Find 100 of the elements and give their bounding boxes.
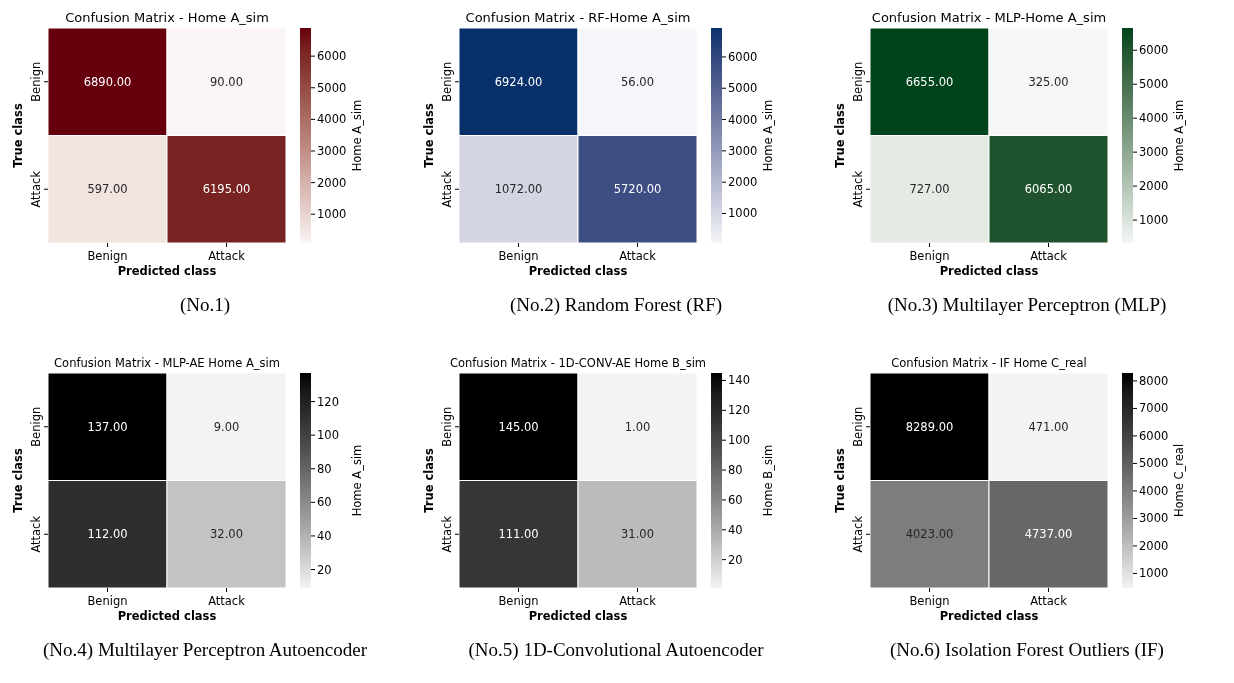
y-axis-title: True class <box>833 448 847 513</box>
chart-title: Confusion Matrix - RF-Home A_sim <box>465 10 691 25</box>
color-bar-title: Home B_sim <box>761 444 775 517</box>
x-tick-label: Attack <box>208 594 246 608</box>
x-tick-label: Benign <box>498 249 539 263</box>
color-bar-label: 3000 <box>1139 145 1169 160</box>
x-tick-label: Attack <box>1030 249 1068 263</box>
data-label: 111.00 <box>498 527 539 542</box>
x-axis-title: Predicted class <box>528 609 628 623</box>
data-label: 56.00 <box>621 74 654 89</box>
color-bar-label: 4000 <box>317 112 347 127</box>
text: (No.2) Random Forest (RF) <box>509 294 723 316</box>
color-bar-title: Home A_sim <box>761 99 775 172</box>
color-bar-label: 20 <box>728 552 743 567</box>
color-bar-label: 1000 <box>1139 213 1169 228</box>
x-tick-label: Benign <box>87 594 128 608</box>
data-label: 6655.00 <box>905 74 954 89</box>
x-tick-label: Attack <box>208 249 246 263</box>
x-axis-title: Predicted class <box>528 264 628 278</box>
y-tick-label: Benign <box>851 406 865 447</box>
color-bar-label: 5000 <box>1139 77 1169 92</box>
chart-title: Confusion Matrix - Home A_sim <box>65 10 269 25</box>
color-bar-title: Home A_sim <box>1172 99 1186 172</box>
chart-title: Confusion Matrix - IF Home C_real <box>891 356 1087 370</box>
x-tick-label: Benign <box>909 249 950 263</box>
color-bar-label: 120 <box>317 394 339 409</box>
color-bar-label: 80 <box>317 461 332 476</box>
color-bar-label: 2000 <box>1139 538 1169 553</box>
color-bar-label: 3000 <box>317 144 347 159</box>
color-bar-label: 6000 <box>317 49 347 64</box>
data-label: 9.00 <box>213 419 240 434</box>
color-bar-label: 100 <box>317 428 339 443</box>
color-bar-label: 6000 <box>1139 428 1169 443</box>
color-bar-label: 8000 <box>1139 373 1169 388</box>
color-bar-label: 20 <box>317 562 332 577</box>
color-bar-label: 5000 <box>1139 456 1169 471</box>
x-axis-title: Predicted class <box>117 264 217 278</box>
color-bar-label: 4000 <box>728 112 758 127</box>
color-bar-label: 2000 <box>728 175 758 190</box>
color-bar-label: 2000 <box>1139 179 1169 194</box>
y-tick-label: Benign <box>851 61 865 102</box>
y-axis-title: True class <box>11 103 25 168</box>
data-label: 5720.00 <box>613 182 662 197</box>
color-bar-label: 40 <box>728 522 743 537</box>
data-label: 4737.00 <box>1024 527 1073 542</box>
color-bar-title: Home A_sim <box>350 99 364 172</box>
y-axis-title: True class <box>11 448 25 513</box>
color-bar-label: 6000 <box>1139 43 1169 58</box>
y-axis-title: True class <box>422 448 436 513</box>
y-tick-label: Benign <box>29 61 43 102</box>
data-label: 727.00 <box>909 182 950 197</box>
text: (No.4) Multilayer Perceptron Autoencoder <box>43 639 368 661</box>
y-tick-label: Attack <box>851 515 865 553</box>
y-axis-title: True class <box>833 103 847 168</box>
data-label: 471.00 <box>1028 419 1069 434</box>
color-bar-label: 1000 <box>728 206 758 221</box>
color-bar-title: Home C_real <box>1172 443 1186 518</box>
text: (No.5) 1D-Convolutional Autoencoder <box>468 639 765 661</box>
text: (No.6) Isolation Forest Outliers (IF) <box>890 639 1164 661</box>
color-bar-label: 100 <box>728 433 750 448</box>
data-label: 137.00 <box>87 419 128 434</box>
y-tick-label: Benign <box>440 61 454 102</box>
color-bar-label: 4000 <box>1139 111 1169 126</box>
x-tick-label: Benign <box>498 594 539 608</box>
color-bar-label: 60 <box>728 492 743 507</box>
data-label: 597.00 <box>87 182 128 197</box>
color-bar-title: Home A_sim <box>350 444 364 517</box>
color-bar-label: 1000 <box>317 207 347 222</box>
text: (No.3) Multilayer Perceptron (MLP) <box>887 294 1167 316</box>
data-label: 6890.00 <box>83 74 132 89</box>
text: (No.1) <box>179 294 231 316</box>
color-bar-label: 4000 <box>1139 483 1169 498</box>
color-bar-label: 6000 <box>728 49 758 64</box>
color-bar-label: 1000 <box>1139 566 1169 581</box>
data-label: 4023.00 <box>905 527 954 542</box>
chart-title: Confusion Matrix - MLP-AE Home A_sim <box>54 356 280 370</box>
chart-title: Confusion Matrix - 1D-CONV-AE Home B_sim <box>449 356 707 370</box>
data-label: 6195.00 <box>202 182 251 197</box>
x-axis-title: Predicted class <box>939 609 1039 623</box>
x-tick-label: Benign <box>87 249 128 263</box>
x-tick-label: Attack <box>1030 594 1068 608</box>
data-label: 6065.00 <box>1024 182 1073 197</box>
y-tick-label: Benign <box>29 406 43 447</box>
x-tick-label: Attack <box>619 594 657 608</box>
color-bar-label: 7000 <box>1139 401 1169 416</box>
y-tick-label: Attack <box>29 170 43 208</box>
data-label: 90.00 <box>210 74 243 89</box>
color-bar-label: 60 <box>317 495 332 510</box>
data-label: 1.00 <box>624 419 651 434</box>
data-label: 325.00 <box>1028 74 1069 89</box>
x-axis-title: Predicted class <box>117 609 217 623</box>
color-bar-label: 80 <box>728 463 743 478</box>
chart-title: Confusion Matrix - MLP-Home A_sim <box>871 10 1107 25</box>
x-axis-title: Predicted class <box>939 264 1039 278</box>
color-bar-label: 2000 <box>317 175 347 190</box>
data-label: 32.00 <box>210 527 243 542</box>
color-bar-label: 3000 <box>1139 511 1169 526</box>
data-label: 1072.00 <box>494 182 543 197</box>
data-label: 31.00 <box>621 527 654 542</box>
color-bar-label: 40 <box>317 528 332 543</box>
